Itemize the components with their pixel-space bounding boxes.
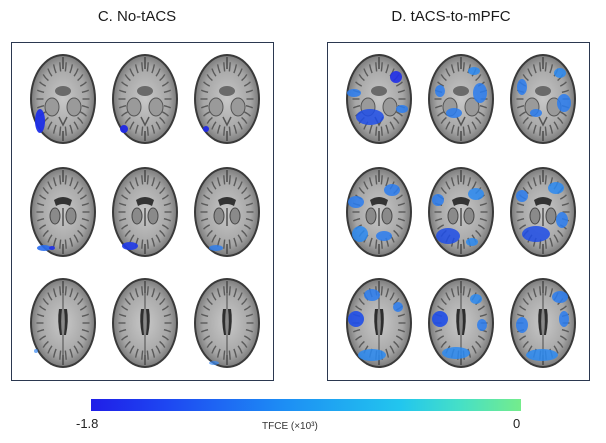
no-tacs-brain-slice xyxy=(190,275,264,371)
tacs-mpfc-brain-slice xyxy=(342,164,416,260)
no-tacs-brain-slice xyxy=(190,164,264,260)
tacs-mpfc-brain-slice xyxy=(424,51,498,147)
colorbar-gradient xyxy=(91,399,521,411)
no-tacs-brain-slice xyxy=(26,275,100,371)
colorbar xyxy=(91,399,521,411)
no-tacs-brain-slice xyxy=(190,51,264,147)
brain-slice-grid-c xyxy=(12,43,273,380)
no-tacs-brain-slice xyxy=(108,164,182,260)
colorbar-max-label: 0 xyxy=(513,416,521,431)
tacs-mpfc-brain-slice xyxy=(506,51,580,147)
tacs-mpfc-brain-slice xyxy=(506,164,580,260)
no-tacs-brain-slice xyxy=(108,51,182,147)
no-tacs-brain-slice xyxy=(108,275,182,371)
brain-slice-grid-d xyxy=(328,43,589,380)
colorbar-axis-label: TFCE (×10³) xyxy=(262,421,318,432)
no-tacs-brain-slice xyxy=(26,164,100,260)
tacs-mpfc-brain-slice xyxy=(506,275,580,371)
no-tacs-brain-slice xyxy=(26,51,100,147)
tacs-mpfc-brain-slice xyxy=(342,275,416,371)
panel-c-title: C. No-tACS xyxy=(97,8,177,25)
tacs-mpfc-brain-slice xyxy=(424,275,498,371)
tacs-mpfc-brain-slice xyxy=(342,51,416,147)
panel-tacs-to-mpfc xyxy=(327,42,590,381)
tacs-mpfc-brain-slice xyxy=(424,164,498,260)
colorbar-min-label: -1.8 xyxy=(76,416,99,431)
panel-d-title: D. tACS-to-mPFC xyxy=(391,8,511,25)
panel-no-tacs xyxy=(11,42,274,381)
